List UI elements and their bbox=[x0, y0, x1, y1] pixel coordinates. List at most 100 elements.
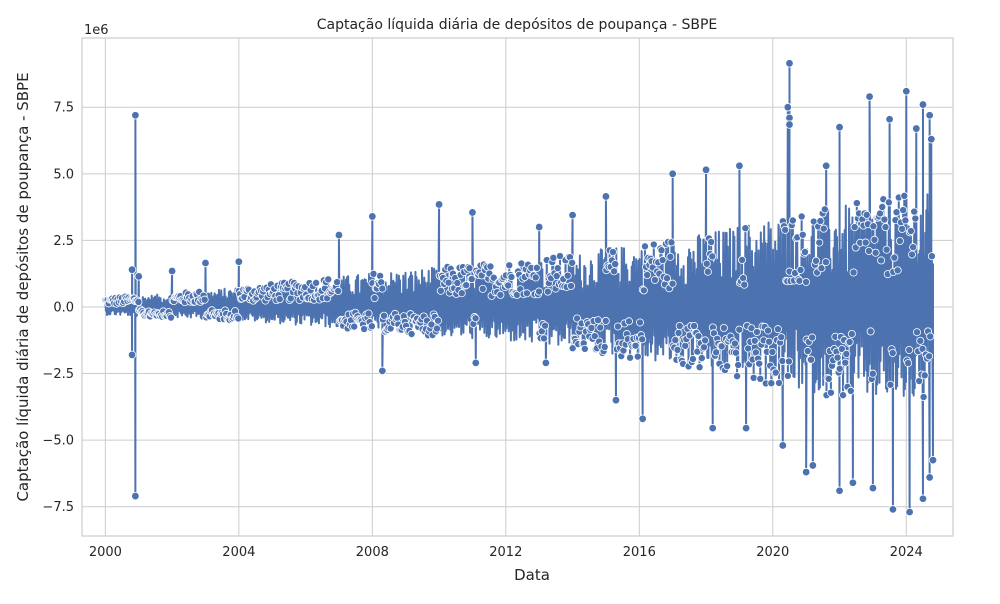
data-point-extreme bbox=[868, 483, 878, 493]
data-point bbox=[906, 227, 915, 236]
data-point bbox=[849, 268, 858, 277]
y-offset-label: 1e6 bbox=[84, 23, 109, 38]
data-point bbox=[768, 347, 777, 356]
data-point-extreme bbox=[835, 486, 844, 495]
data-point bbox=[600, 342, 609, 351]
data-point-extreme bbox=[434, 200, 444, 209]
data-point bbox=[909, 243, 918, 252]
data-point bbox=[134, 298, 143, 307]
data-point bbox=[675, 322, 684, 331]
data-point-extreme bbox=[783, 103, 793, 112]
data-point bbox=[697, 354, 706, 363]
data-point-extreme bbox=[131, 491, 140, 501]
data-point-extreme bbox=[234, 257, 244, 266]
data-point bbox=[668, 279, 677, 288]
data-point bbox=[862, 210, 871, 219]
data-point bbox=[755, 359, 764, 368]
data-point bbox=[773, 325, 782, 334]
data-point bbox=[807, 355, 816, 364]
x-tick-label: 2004 bbox=[222, 545, 255, 560]
data-point bbox=[590, 332, 599, 341]
data-point bbox=[650, 275, 659, 284]
data-point-extreme bbox=[668, 169, 677, 179]
data-point bbox=[535, 287, 544, 296]
data-point-extreme bbox=[918, 494, 928, 503]
data-point bbox=[167, 313, 176, 322]
tick-labels: 2000 2004 2008 2012 2016 2020 2024 −7.5 −5.0 −2.5… bbox=[42, 101, 922, 560]
data-point-extreme bbox=[471, 358, 480, 368]
data-point bbox=[803, 347, 812, 356]
data-point bbox=[796, 265, 805, 274]
data-point bbox=[764, 326, 773, 335]
x-tick-label: 2012 bbox=[489, 545, 522, 560]
data-point bbox=[552, 272, 561, 281]
data-point bbox=[717, 342, 726, 351]
data-point bbox=[610, 267, 619, 276]
data-point bbox=[870, 235, 879, 244]
data-point bbox=[925, 352, 934, 361]
data-point bbox=[866, 327, 875, 336]
y-tick-label: −5.0 bbox=[42, 434, 74, 449]
data-point bbox=[795, 276, 804, 285]
data-point bbox=[846, 386, 855, 395]
data-point bbox=[427, 320, 436, 329]
data-point bbox=[688, 354, 697, 363]
y-tick-label: 0.0 bbox=[53, 300, 74, 315]
series-layer bbox=[101, 59, 938, 517]
data-point bbox=[457, 289, 466, 298]
data-point bbox=[826, 388, 835, 397]
data-point bbox=[674, 328, 683, 337]
data-point-extreme bbox=[912, 124, 921, 133]
data-point bbox=[708, 252, 717, 261]
data-point bbox=[886, 380, 895, 389]
data-point bbox=[643, 271, 652, 280]
data-point bbox=[587, 323, 596, 332]
data-point bbox=[741, 224, 750, 233]
data-point bbox=[735, 325, 744, 334]
data-point bbox=[563, 271, 572, 280]
data-point-extreme bbox=[334, 230, 344, 240]
data-point bbox=[553, 264, 562, 273]
data-point bbox=[364, 309, 373, 318]
data-point-extreme bbox=[918, 100, 928, 109]
data-point bbox=[496, 290, 505, 299]
x-axis-label: Data bbox=[514, 566, 550, 584]
data-point bbox=[798, 230, 807, 239]
data-point bbox=[275, 295, 284, 304]
data-point-extreme bbox=[801, 467, 811, 477]
data-point bbox=[507, 273, 516, 282]
data-point bbox=[690, 321, 699, 330]
data-point-extreme bbox=[601, 192, 611, 201]
data-point-extreme bbox=[468, 208, 477, 217]
data-point bbox=[462, 281, 471, 290]
data-point-extreme bbox=[568, 210, 577, 220]
data-point bbox=[916, 336, 925, 345]
data-point bbox=[608, 248, 617, 257]
data-point bbox=[369, 269, 378, 278]
y-tick-label: 7.5 bbox=[53, 101, 74, 116]
data-point bbox=[893, 266, 902, 275]
data-point bbox=[740, 280, 749, 289]
data-point-extreme bbox=[741, 423, 751, 433]
data-point bbox=[747, 324, 756, 333]
data-point bbox=[312, 278, 321, 287]
x-tick-label: 2000 bbox=[89, 545, 122, 560]
data-point bbox=[892, 208, 901, 217]
data-point bbox=[393, 313, 402, 322]
data-point-extreme bbox=[368, 212, 377, 221]
data-point-extreme bbox=[201, 258, 210, 268]
data-point bbox=[815, 238, 824, 247]
data-point bbox=[407, 330, 416, 339]
data-point-extreme bbox=[378, 366, 387, 376]
data-point bbox=[486, 262, 495, 271]
data-point-extreme bbox=[785, 59, 794, 68]
data-point bbox=[370, 294, 379, 303]
data-point bbox=[788, 216, 797, 225]
data-point bbox=[478, 284, 487, 293]
data-point bbox=[775, 378, 784, 387]
data-point-extreme bbox=[541, 358, 551, 368]
chart-title: Captação líquida diária de depósitos de … bbox=[317, 17, 717, 33]
data-point bbox=[522, 289, 531, 298]
data-point bbox=[777, 333, 786, 342]
